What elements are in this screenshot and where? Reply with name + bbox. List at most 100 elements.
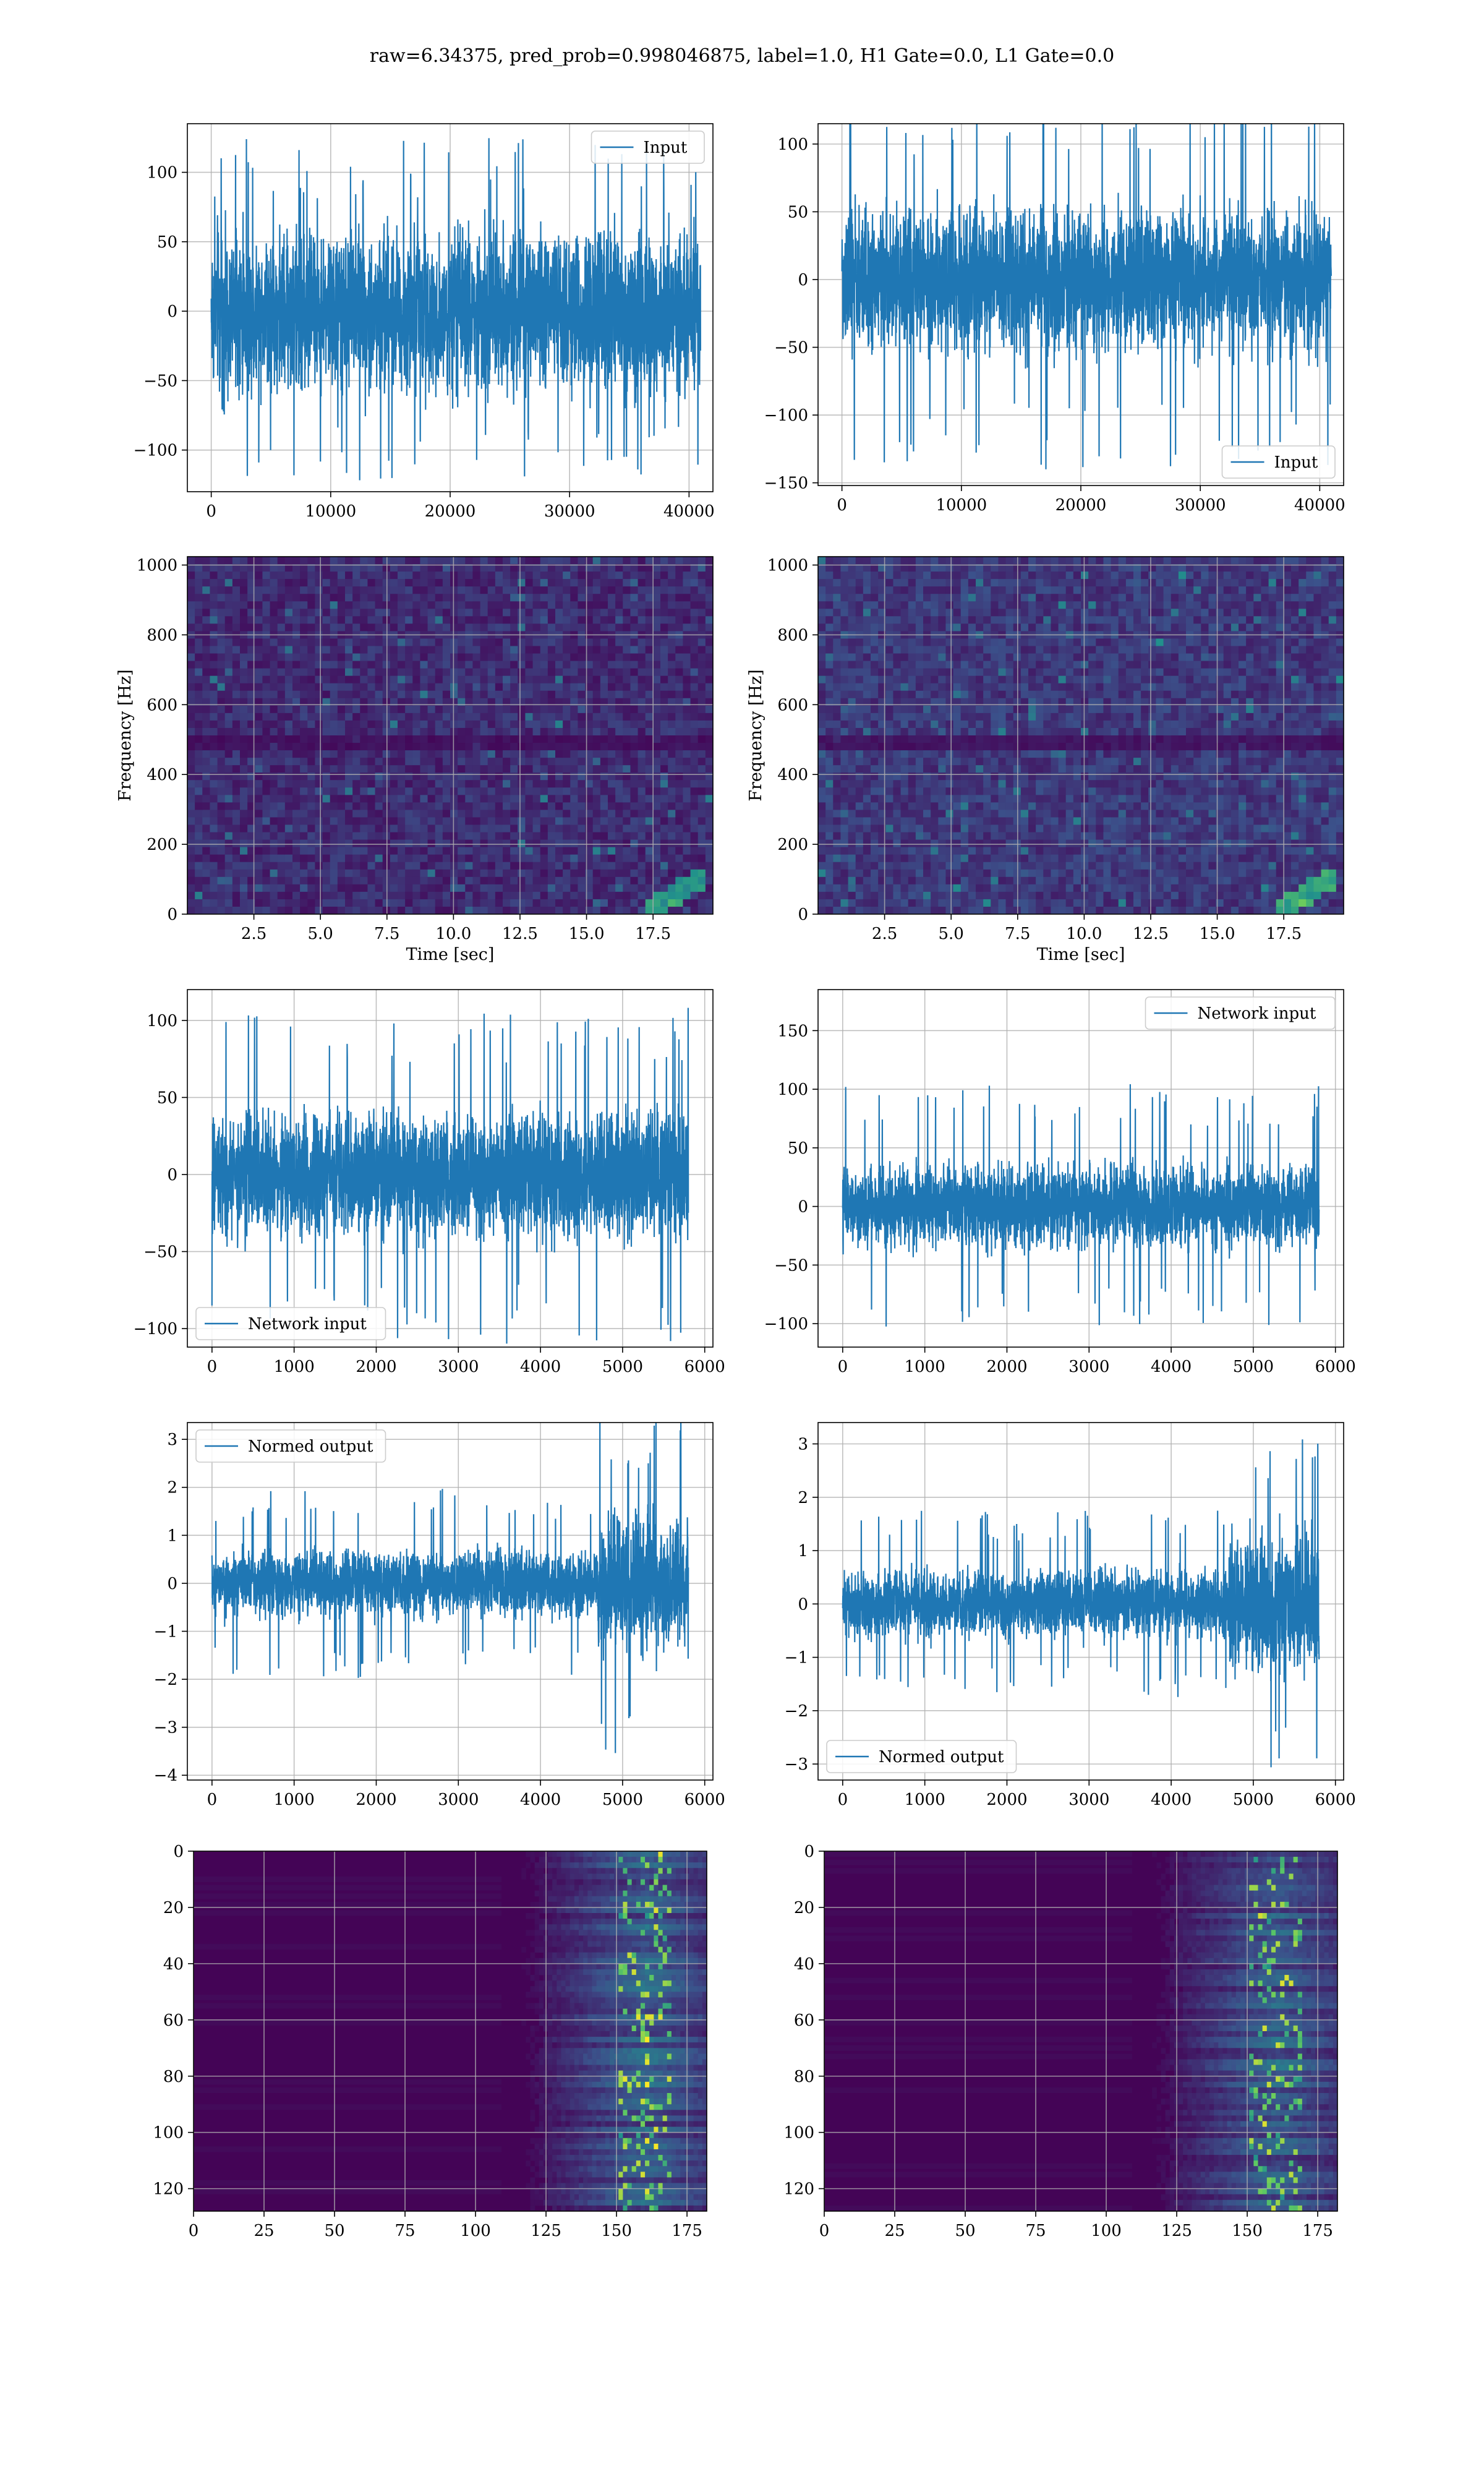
normed-output-l1-ytick-label: −1 bbox=[785, 1649, 808, 1667]
network-input-h1-ytick-label: 100 bbox=[147, 1012, 177, 1030]
feature-map-h1-ytick-label: 100 bbox=[153, 2124, 184, 2142]
normed-output-l1-xtick-label: 0 bbox=[838, 1791, 848, 1809]
spectrogram-h1-xtick-label: 10.0 bbox=[435, 925, 471, 943]
input-h1-xtick-label: 30000 bbox=[544, 502, 595, 521]
network-input-l1-legend-label: Network input bbox=[1198, 1004, 1316, 1023]
feature-map-l1-xtick-label: 25 bbox=[884, 2222, 905, 2240]
normed-output-h1-xtick-label: 1000 bbox=[274, 1791, 315, 1809]
spectrogram-l1-ytick-label: 400 bbox=[777, 766, 808, 784]
spectrogram-h1-frame bbox=[187, 556, 714, 915]
feature-map-l1-grid bbox=[824, 1851, 1337, 2211]
input-l1-legend-label: Input bbox=[1274, 453, 1318, 472]
feature-map-l1-ytick-label: 80 bbox=[794, 2068, 814, 2086]
network-input-l1-xtick-label: 2000 bbox=[986, 1358, 1027, 1376]
network-input-l1-ytick-label: 150 bbox=[777, 1022, 808, 1040]
network-input-h1-xtick-label: 2000 bbox=[356, 1358, 396, 1376]
input-h1-xtick-label: 20000 bbox=[425, 502, 476, 521]
spectrogram-h1-panel: 2.5 5.0 7.5 10.0 12.5 15.0 17.5 0 200 400 600 800 10… bbox=[116, 556, 714, 964]
spectrogram-h1-ytick-label: 600 bbox=[147, 696, 177, 714]
feature-map-h1-ytick-label: 40 bbox=[163, 1955, 184, 1974]
network-input-l1-series-line bbox=[842, 1084, 1320, 1327]
spectrogram-l1-grid bbox=[818, 557, 1344, 914]
network-input-l1-ytick-label: −50 bbox=[774, 1256, 808, 1275]
spectrogram-l1-xtick-label: 5.0 bbox=[939, 925, 964, 943]
input-l1-panel: 0 10000 20000 30000 40000 −150 −100 −50 0 50 100 In… bbox=[764, 123, 1345, 515]
spectrogram-h1-ylabel: Frequency [Hz] bbox=[116, 669, 135, 801]
normed-output-l1-ytick-label: −3 bbox=[785, 1755, 808, 1774]
network-input-l1-ytick-label: −100 bbox=[764, 1315, 808, 1333]
input-l1-ytick-label: −100 bbox=[764, 406, 808, 425]
normed-output-l1-ytick-label: 0 bbox=[798, 1595, 808, 1614]
input-h1-series-line bbox=[210, 138, 701, 481]
normed-output-l1-legend: Normed output bbox=[826, 1740, 1017, 1773]
input-l1-xtick-label: 20000 bbox=[1055, 496, 1107, 515]
feature-map-h1-ytick-label: 80 bbox=[163, 2068, 184, 2086]
normed-output-h1-ytick-label: 2 bbox=[167, 1479, 177, 1497]
network-input-h1-xtick-label: 4000 bbox=[520, 1358, 561, 1376]
feature-map-h1-xtick-label: 150 bbox=[601, 2222, 632, 2240]
input-l1-ytick-label: −150 bbox=[764, 474, 808, 493]
network-input-l1-xtick-label: 0 bbox=[838, 1358, 848, 1376]
normed-output-h1-plot-area bbox=[187, 1423, 713, 1780]
spectrogram-h1-xtick-label: 12.5 bbox=[502, 925, 538, 943]
spectrogram-h1-ytick-label: 800 bbox=[147, 626, 177, 644]
spectrogram-h1-xtick-label: 5.0 bbox=[308, 925, 333, 943]
feature-map-h1-frame bbox=[193, 1851, 707, 2212]
network-input-h1-frame bbox=[187, 989, 714, 1348]
normed-output-l1-xtick-label: 4000 bbox=[1151, 1791, 1192, 1809]
normed-output-h1-xtick-label: 2000 bbox=[356, 1791, 396, 1809]
normed-output-h1-xtick-label: 5000 bbox=[602, 1791, 643, 1809]
input-l1-xtick-label: 40000 bbox=[1294, 496, 1345, 515]
normed-output-h1-xtick-label: 3000 bbox=[438, 1791, 479, 1809]
normed-output-h1-ytick-label: −3 bbox=[154, 1719, 177, 1737]
input-h1-ytick-label: −50 bbox=[143, 372, 177, 390]
network-input-h1-ytick-label: −100 bbox=[134, 1320, 177, 1338]
spectrogram-h1-ytick-label: 400 bbox=[147, 766, 177, 784]
feature-map-l1-ytick-label: 40 bbox=[794, 1955, 814, 1974]
normed-output-h1-xtick-label: 0 bbox=[207, 1791, 218, 1809]
normed-output-l1-ytick-label: 1 bbox=[798, 1542, 808, 1560]
spectrogram-l1-ytick-label: 800 bbox=[777, 626, 808, 644]
normed-output-l1-xtick-label: 1000 bbox=[905, 1791, 945, 1809]
spectrogram-l1-ylabel: Frequency [Hz] bbox=[746, 669, 765, 801]
normed-output-h1-ytick-label: 0 bbox=[167, 1575, 177, 1593]
spectrogram-l1-ytick-label: 200 bbox=[777, 836, 808, 854]
feature-map-h1-xtick-label: 100 bbox=[460, 2222, 491, 2240]
input-l1-plot-area bbox=[818, 124, 1344, 486]
spectrogram-l1-xtick-label: 10.0 bbox=[1066, 925, 1102, 943]
feature-map-l1-xtick-label: 75 bbox=[1025, 2222, 1046, 2240]
normed-output-l1-plot-area bbox=[818, 1423, 1344, 1780]
spectrogram-h1-ytick-label: 200 bbox=[147, 836, 177, 854]
input-h1-xtick-label: 40000 bbox=[663, 502, 715, 521]
spectrogram-h1-grid bbox=[187, 557, 713, 914]
normed-output-l1-legend-label: Normed output bbox=[879, 1748, 1004, 1766]
spectrogram-l1-xlabel: Time [sec] bbox=[1037, 945, 1125, 964]
feature-map-h1-heatmap bbox=[194, 1851, 707, 2211]
input-h1-legend: Input bbox=[591, 131, 705, 164]
network-input-l1-ytick-label: 0 bbox=[798, 1198, 808, 1217]
network-input-h1-ytick-label: 0 bbox=[167, 1166, 177, 1184]
normed-output-h1-legend-label: Normed output bbox=[248, 1437, 373, 1456]
spectrogram-l1-xtick-label: 7.5 bbox=[1005, 925, 1030, 943]
feature-map-h1-xtick-label: 0 bbox=[189, 2222, 199, 2240]
feature-map-l1-xtick-label: 0 bbox=[819, 2222, 830, 2240]
spectrogram-l1-ytick-label: 600 bbox=[777, 696, 808, 714]
spectrogram-l1-xtick-label: 17.5 bbox=[1266, 925, 1302, 943]
normed-output-h1-xtick-label: 4000 bbox=[520, 1791, 561, 1809]
feature-map-h1-xtick-label: 75 bbox=[394, 2222, 415, 2240]
network-input-l1-panel: 0 1000 2000 3000 4000 5000 6000 −100 −50 0 50 100 15… bbox=[764, 989, 1356, 1376]
network-input-l1-grid bbox=[818, 990, 1344, 1347]
network-input-h1-xtick-label: 0 bbox=[207, 1358, 218, 1376]
input-h1-ytick-label: 100 bbox=[147, 164, 177, 182]
normed-output-l1-xtick-label: 5000 bbox=[1233, 1791, 1274, 1809]
normed-output-h1-ytick-label: −2 bbox=[154, 1671, 177, 1689]
feature-map-l1-xtick-label: 150 bbox=[1232, 2222, 1263, 2240]
spectrogram-h1-ytick-label: 0 bbox=[167, 905, 177, 924]
feature-map-l1-xtick-label: 125 bbox=[1161, 2222, 1192, 2240]
network-input-h1-xtick-label: 3000 bbox=[438, 1358, 479, 1376]
normed-output-l1-series-line bbox=[842, 1439, 1320, 1768]
input-h1-xtick-label: 0 bbox=[206, 502, 216, 521]
input-l1-ytick-label: 0 bbox=[798, 271, 808, 289]
feature-map-h1-plot-area bbox=[194, 1851, 707, 2211]
